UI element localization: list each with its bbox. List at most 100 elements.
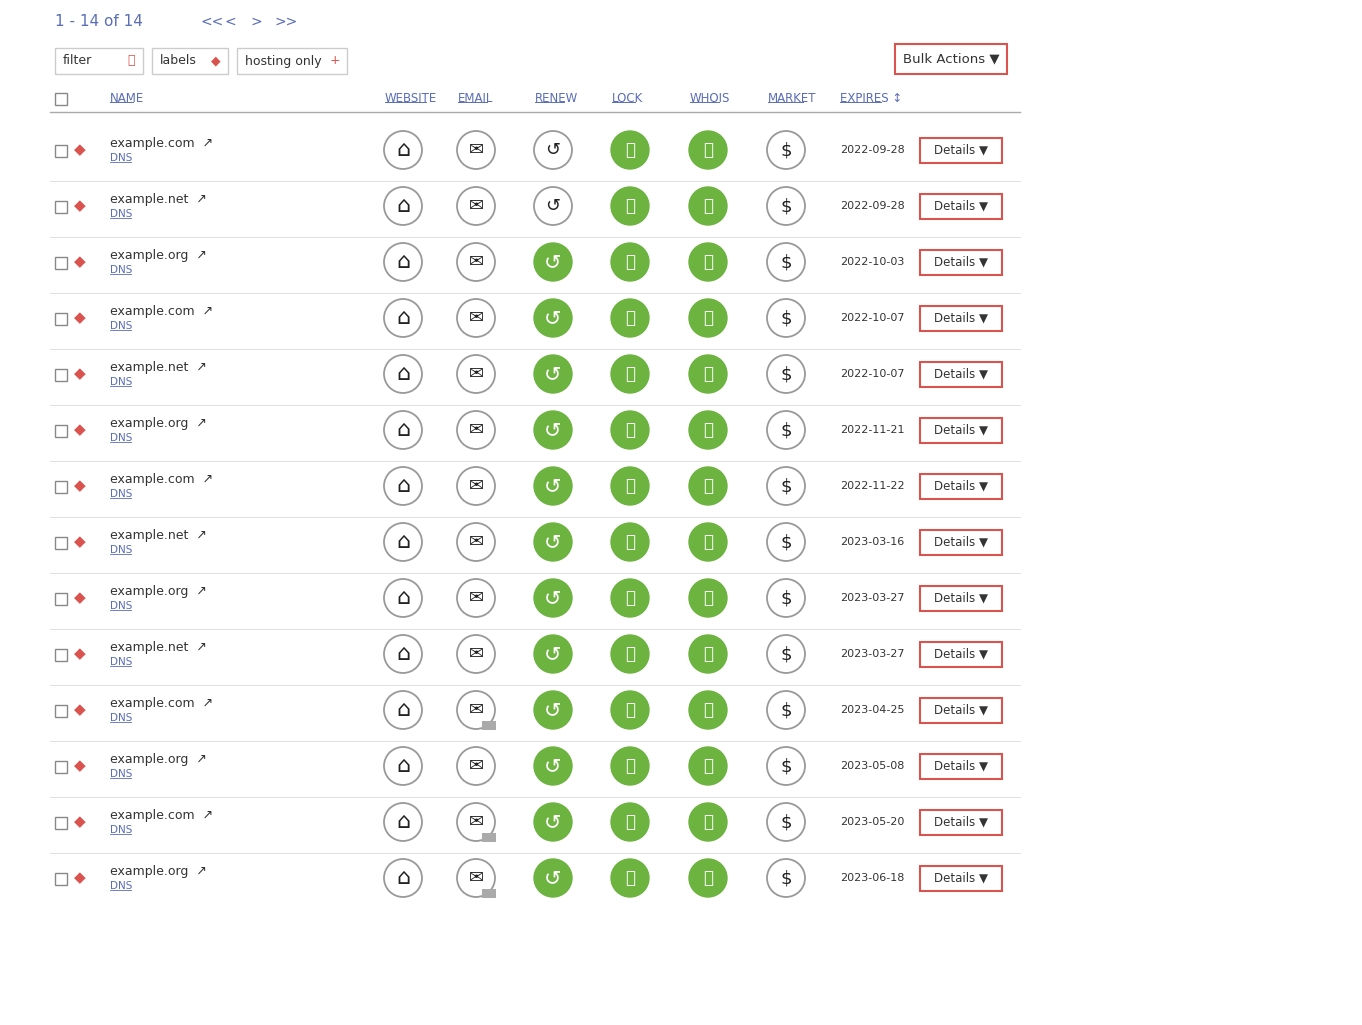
Text: example.org  ↗: example.org ↗ — [110, 864, 207, 877]
Circle shape — [689, 747, 727, 785]
Text: ✉: ✉ — [469, 365, 484, 383]
Circle shape — [689, 299, 727, 337]
FancyBboxPatch shape — [919, 865, 1002, 891]
Bar — [54, 817, 67, 829]
Text: <: < — [225, 15, 237, 29]
Circle shape — [612, 523, 650, 561]
Text: ⌂: ⌂ — [396, 140, 410, 160]
Text: 👁: 👁 — [703, 757, 712, 775]
Text: ↺: ↺ — [545, 420, 561, 440]
Text: 🔒: 🔒 — [625, 533, 635, 551]
Text: ⌂: ⌂ — [396, 196, 410, 216]
Circle shape — [458, 691, 494, 729]
Text: +: + — [330, 54, 340, 68]
Text: DNS: DNS — [110, 545, 132, 555]
Text: ◆: ◆ — [74, 647, 86, 661]
Text: 👁: 👁 — [703, 253, 712, 271]
Circle shape — [384, 243, 422, 281]
Circle shape — [767, 243, 805, 281]
Circle shape — [689, 411, 727, 449]
Text: 2023-03-27: 2023-03-27 — [840, 593, 904, 603]
Text: labels: labels — [159, 54, 197, 68]
Bar — [54, 145, 67, 157]
Text: <<: << — [200, 15, 223, 29]
Text: 🔒: 🔒 — [625, 197, 635, 215]
Bar — [54, 313, 67, 325]
Text: ⌂: ⌂ — [396, 308, 410, 328]
FancyBboxPatch shape — [919, 194, 1002, 218]
Bar — [54, 649, 67, 661]
Text: ◆: ◆ — [74, 199, 86, 213]
Text: 🔒: 🔒 — [625, 477, 635, 495]
Circle shape — [612, 187, 650, 226]
Text: ⌂: ⌂ — [396, 700, 410, 720]
Text: $: $ — [780, 757, 791, 775]
Text: ✉: ✉ — [469, 813, 484, 831]
Text: ↺: ↺ — [545, 756, 561, 776]
Text: DNS: DNS — [110, 882, 132, 891]
Circle shape — [767, 579, 805, 617]
Text: ↺: ↺ — [545, 141, 561, 159]
Text: ↺: ↺ — [545, 532, 561, 552]
Text: ◆: ◆ — [74, 367, 86, 381]
Circle shape — [767, 803, 805, 840]
Text: 👁: 👁 — [703, 645, 712, 663]
Text: 🔒: 🔒 — [625, 869, 635, 887]
Text: 2023-05-08: 2023-05-08 — [840, 761, 904, 771]
Text: NAME: NAME — [110, 91, 144, 105]
Text: ↺: ↺ — [545, 476, 561, 496]
Text: LOCK: LOCK — [612, 91, 643, 105]
Text: 👁: 👁 — [703, 141, 712, 159]
Circle shape — [384, 636, 422, 673]
Circle shape — [458, 636, 494, 673]
Text: 👁: 👁 — [703, 365, 712, 383]
Circle shape — [458, 243, 494, 281]
Text: $: $ — [780, 477, 791, 495]
Circle shape — [767, 187, 805, 226]
Circle shape — [534, 411, 572, 449]
Text: DNS: DNS — [110, 153, 132, 163]
Text: Details ▼: Details ▼ — [934, 200, 987, 212]
Circle shape — [458, 299, 494, 337]
Circle shape — [384, 187, 422, 226]
Text: example.org  ↗: example.org ↗ — [110, 416, 207, 429]
Text: example.net  ↗: example.net ↗ — [110, 193, 207, 205]
Circle shape — [384, 691, 422, 729]
Text: 2022-10-03: 2022-10-03 — [840, 257, 904, 266]
FancyBboxPatch shape — [919, 474, 1002, 498]
Text: Details ▼: Details ▼ — [934, 255, 987, 269]
Text: ✉: ✉ — [469, 589, 484, 607]
Text: DNS: DNS — [110, 321, 132, 331]
Text: ↺: ↺ — [545, 308, 561, 328]
Text: ⌂: ⌂ — [396, 532, 410, 552]
Text: DNS: DNS — [110, 265, 132, 275]
Circle shape — [767, 299, 805, 337]
Text: Details ▼: Details ▼ — [934, 703, 987, 716]
Circle shape — [458, 859, 494, 897]
Circle shape — [689, 243, 727, 281]
Text: ✉: ✉ — [469, 253, 484, 271]
Text: ◆: ◆ — [74, 479, 86, 493]
Text: 🔒: 🔒 — [625, 365, 635, 383]
Text: DNS: DNS — [110, 601, 132, 611]
Text: Details ▼: Details ▼ — [934, 535, 987, 548]
Text: $: $ — [780, 253, 791, 271]
Text: $: $ — [780, 645, 791, 663]
Circle shape — [384, 579, 422, 617]
Text: ◆: ◆ — [74, 702, 86, 717]
Circle shape — [689, 859, 727, 897]
Text: 2022-09-28: 2022-09-28 — [840, 201, 904, 211]
Text: 👁: 👁 — [703, 197, 712, 215]
Text: ◆: ◆ — [74, 142, 86, 158]
Text: example.org  ↗: example.org ↗ — [110, 752, 207, 766]
Text: ↺: ↺ — [545, 868, 561, 888]
Text: Bulk Actions ▼: Bulk Actions ▼ — [903, 52, 1000, 66]
Text: 2022-09-28: 2022-09-28 — [840, 145, 904, 155]
Text: WEBSITE: WEBSITE — [385, 91, 437, 105]
Text: ◆: ◆ — [74, 815, 86, 829]
Text: example.net  ↗: example.net ↗ — [110, 641, 207, 654]
Bar — [54, 873, 67, 885]
Circle shape — [534, 243, 572, 281]
Text: 2023-04-25: 2023-04-25 — [840, 705, 904, 715]
Text: ◆: ◆ — [74, 534, 86, 549]
